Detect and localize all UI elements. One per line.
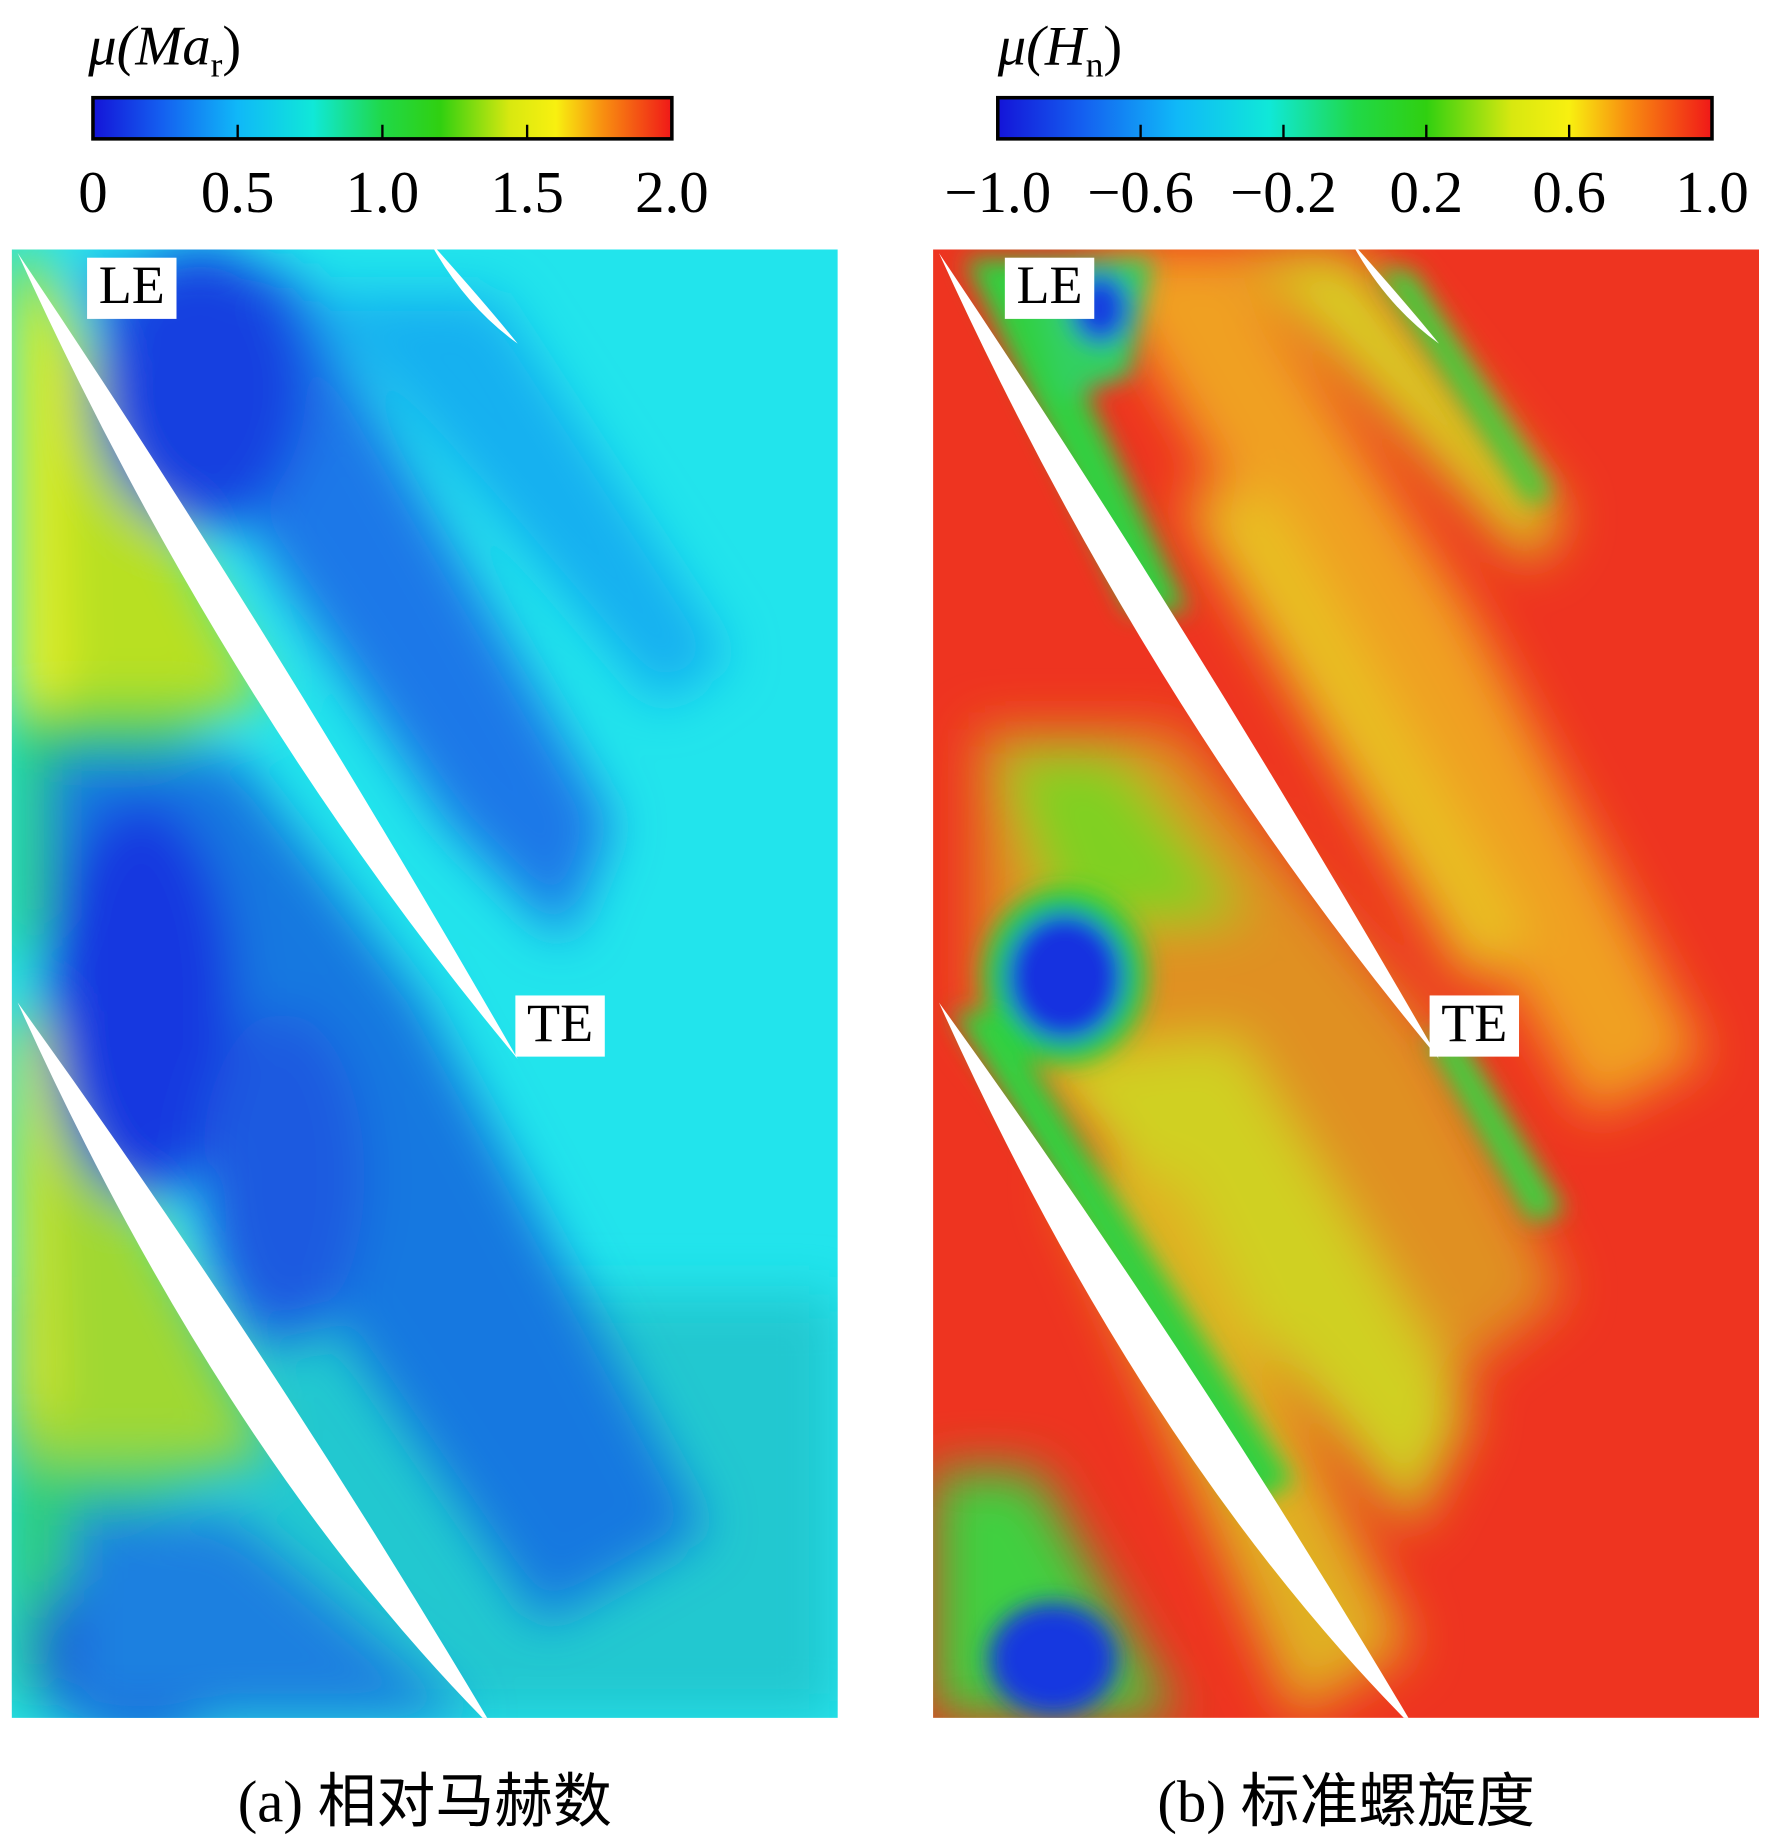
annotation: LE [1016,255,1082,315]
label-suffix: ) [222,16,241,78]
colorbar-tick-label: 0.6 [1532,160,1606,225]
label-prefix: μ( [997,16,1048,78]
colorbar-label: μ(Hn) [997,16,1122,85]
caption: (a) 相对马赫数 [238,1769,612,1834]
annotation-box [87,257,177,319]
colorbar-tick-label: 1.0 [346,160,420,225]
annotation-box [1429,995,1520,1057]
colorbar-tick-label: 1.0 [1675,160,1749,225]
colorbar-tick-label: 0 [78,160,107,225]
colorbar-tick-label: 2.0 [635,160,709,225]
colorbar [996,95,1714,141]
colorbar-tick-label: −0.6 [1087,160,1194,225]
label-suffix: ) [1103,16,1122,78]
colorbar-tick-label: 1.5 [490,160,564,225]
annotation: LE [99,255,165,315]
colorbar-label: μ(Mar) [87,16,241,85]
caption: (b) 标准螺旋度 [1157,1769,1534,1834]
colorbar-tick-label: −0.2 [1230,160,1337,225]
annotation: TE [527,993,593,1053]
label-symbol: H [1044,16,1089,78]
colorbar-tick-label: 0.5 [201,160,275,225]
annotation-box [1004,257,1095,319]
label-symbol: Ma [134,16,210,78]
annotation-box [515,995,605,1057]
label-prefix: μ( [87,16,138,78]
annotation: TE [1441,993,1507,1053]
colorbar-tick-label: 0.2 [1390,160,1464,225]
colorbar-tick-label: −1.0 [944,160,1051,225]
contour-field [933,249,1760,1718]
contour-field [11,249,838,1718]
label-subscript: n [1086,46,1104,85]
label-subscript: r [211,46,223,85]
